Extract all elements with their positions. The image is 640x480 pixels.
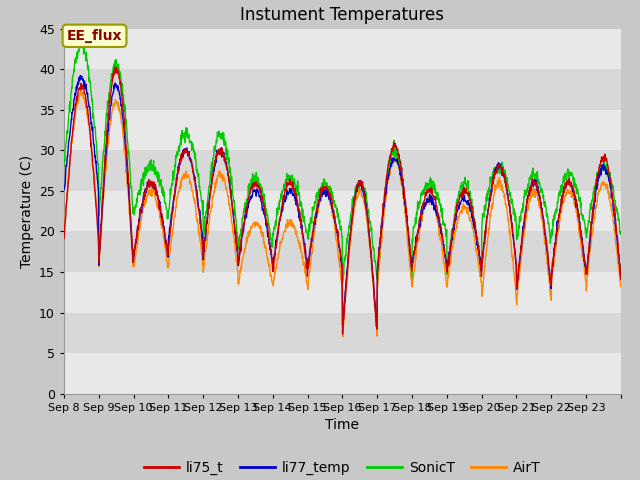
Bar [64,69,621,110]
Bar [64,110,621,150]
Bar [64,191,621,231]
Text: EE_flux: EE_flux [67,29,122,43]
Bar [64,272,621,312]
Bar [64,312,621,353]
Bar [64,353,621,394]
Legend: li75_t, li77_temp, SonicT, AirT: li75_t, li77_temp, SonicT, AirT [138,455,547,480]
Bar [64,150,621,191]
Title: Instument Temperatures: Instument Temperatures [241,6,444,24]
X-axis label: Time: Time [325,418,360,432]
Bar [64,29,621,69]
Y-axis label: Temperature (C): Temperature (C) [20,155,33,268]
Bar [64,231,621,272]
